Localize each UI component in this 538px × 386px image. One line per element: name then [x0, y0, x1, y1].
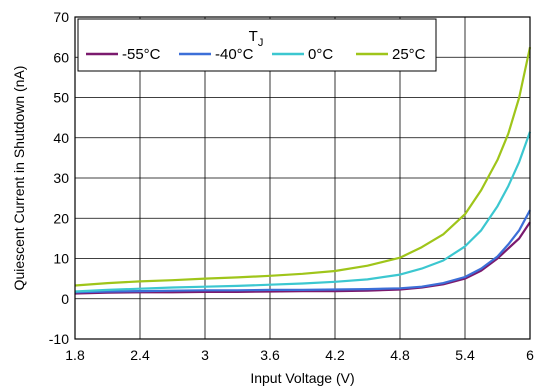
x-tick-label: 2.4: [130, 347, 150, 363]
x-tick-label: 4.2: [325, 347, 345, 363]
y-tick-label: 40: [53, 130, 69, 146]
x-tick-label: 4.8: [390, 347, 410, 363]
y-tick-label: 30: [53, 170, 69, 186]
plot-frame: [74, 16, 531, 340]
y-tick-label: 20: [53, 210, 69, 226]
x-tick-label: 3.6: [260, 347, 280, 363]
legend-title: TJ: [249, 28, 264, 49]
legend-label: 25°C: [392, 46, 426, 63]
legend: TJ -55°C -40°C 0°C 25°C: [77, 18, 437, 72]
y-tick-label: 50: [53, 90, 69, 106]
series-line-3: [74, 46, 532, 287]
legend-title-subscript: J: [258, 37, 264, 49]
legend-label: 0°C: [308, 46, 333, 63]
series-line-0: [74, 221, 531, 295]
x-tick-label: 3: [201, 347, 209, 363]
x-tick-label: 6: [526, 347, 534, 363]
x-axis-title: Input Voltage (V): [250, 370, 354, 386]
y-tick-label: -10: [49, 331, 69, 347]
x-tick-label: 5.4: [455, 347, 475, 363]
x-tick-label: 1.8: [65, 347, 85, 363]
series-lines: [74, 46, 532, 295]
series-line-1: [74, 209, 531, 294]
legend-label: -55°C: [122, 46, 161, 63]
y-axis-ticks: -10 0 10 20 30 40 50 60 70: [49, 9, 69, 347]
y-axis-title: Quiescent Current in Shutdown (nA): [11, 66, 27, 291]
y-tick-label: 0: [61, 291, 69, 307]
legend-title-main: T: [249, 28, 258, 45]
legend-box: [77, 18, 437, 72]
y-tick-label: 70: [53, 9, 69, 25]
y-tick-label: 10: [53, 251, 69, 267]
x-axis-ticks: 1.8 2.4 3 3.6 4.2 4.8 5.4 6: [65, 347, 534, 363]
series-line-2: [74, 131, 532, 293]
legend-items: -55°C -40°C 0°C 25°C: [86, 46, 426, 63]
legend-label: -40°C: [215, 46, 254, 63]
y-tick-label: 60: [53, 49, 69, 65]
